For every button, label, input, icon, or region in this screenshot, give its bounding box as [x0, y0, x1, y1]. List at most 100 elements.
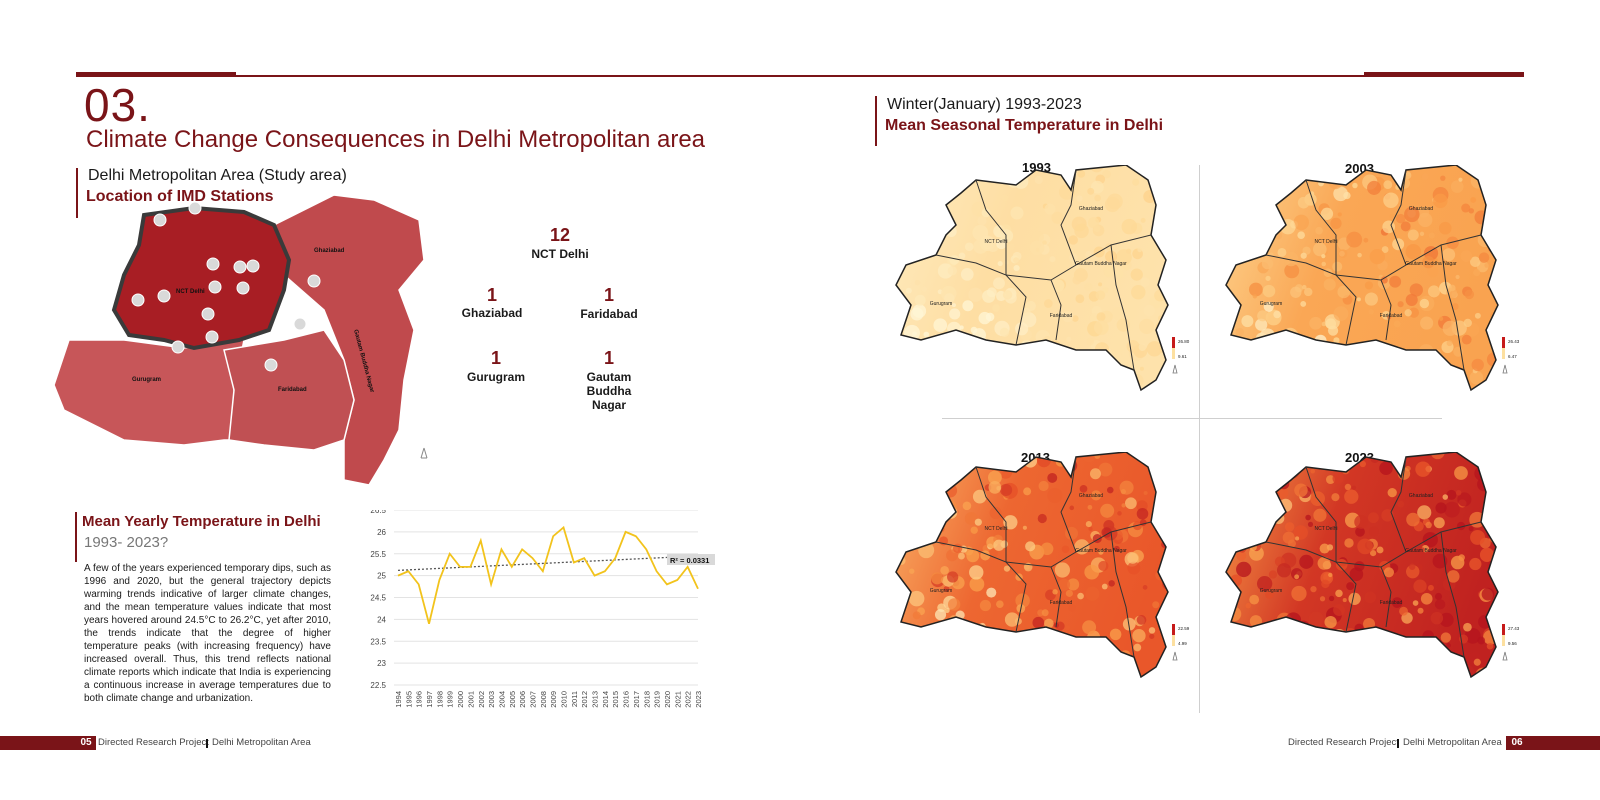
chart-xtick-label: 2007: [528, 691, 537, 708]
heatmap-cell: [1094, 194, 1101, 202]
heatmap-cell: [928, 500, 939, 512]
footer-right-band: [1506, 736, 1600, 750]
heatmap-cell: [1105, 380, 1122, 390]
station-name-gbn: Gautam Buddha Nagar: [586, 370, 632, 412]
station-marker: [153, 213, 167, 227]
heatmap-cell: [883, 231, 892, 240]
heatmap-cell: [934, 658, 947, 671]
chart-xtick-label: 2016: [622, 691, 631, 708]
heatmap-cell: [1226, 452, 1232, 460]
heatmap-cell: [952, 543, 963, 554]
heatmap-cell: [896, 584, 901, 592]
heatmap-cell: [1319, 596, 1326, 602]
heatmap-cell: [913, 530, 924, 540]
footer-left-text: Directed Research Project: [98, 737, 209, 748]
heatmap-cell: [1368, 526, 1379, 537]
district-boundary: [975, 466, 1007, 562]
legend-min-label: 9.56: [1508, 641, 1517, 646]
heatmap-cell: [1461, 334, 1472, 345]
study-area-heading: Location of IMD Stations: [86, 188, 274, 205]
heatmap-cell: [896, 192, 909, 207]
heatmap-cell: [1091, 673, 1103, 677]
temperature-series-line: [397, 525, 699, 624]
heatmap-cell: [1364, 292, 1378, 306]
heatmap-cell: [1451, 368, 1461, 377]
heatmap-cell: [947, 571, 959, 583]
heatmap-cell: [1389, 275, 1402, 288]
heatmap-cell: [1383, 192, 1399, 208]
heatmap-cell: [880, 650, 893, 663]
heatmap-cell: [1343, 362, 1350, 369]
heatmap-cell: [1331, 493, 1340, 502]
heatmap-cell: [1495, 269, 1498, 279]
heatmap-cell: [1260, 467, 1267, 474]
chart-ytick-label: 24: [377, 615, 386, 624]
heatmap-cell: [1034, 361, 1047, 374]
heatmap-cell: [1040, 385, 1055, 390]
heatmap-cell: [1067, 578, 1080, 591]
heatmap-cell: [880, 223, 894, 237]
heatmap-cell: [1468, 526, 1474, 532]
heatmap-cell: [1211, 622, 1225, 636]
heatmap-cell: [1117, 511, 1122, 516]
heatmap-cell: [1422, 630, 1434, 642]
chart-xtick-label: 2008: [539, 691, 548, 708]
heatmap-cell: [1101, 583, 1108, 590]
heatmap-cell: [1351, 353, 1366, 369]
heatmap-cell: [897, 654, 913, 670]
chart-xtick-label: 2002: [477, 691, 486, 708]
heatmap-cell: [1071, 315, 1079, 322]
station-marker: [206, 257, 220, 271]
heatmap-cell: [1284, 462, 1300, 479]
heatmap-cell: [948, 615, 959, 626]
district-boundary: [1050, 566, 1062, 628]
heatmap-cell: [940, 565, 949, 575]
heatmap-cell: [1043, 299, 1053, 308]
heatmap-cell: [1131, 284, 1146, 300]
heatmap-cell: [1277, 188, 1287, 197]
heatmap-cell: [1391, 656, 1407, 673]
heatmap-cell: [1319, 170, 1332, 183]
heatmap-cell: [1363, 237, 1369, 243]
heatmap-cell: [1254, 452, 1266, 461]
heatmap-cell: [968, 644, 974, 650]
heatmap-cell: [1088, 652, 1101, 665]
heatmap-cell: [1488, 191, 1493, 196]
heatmap-cell: [1241, 315, 1254, 328]
heatmap-cell: [1087, 187, 1095, 195]
chart-xtick-label: 2010: [560, 691, 569, 708]
heatmap-cell: [968, 287, 983, 302]
heatmap-cell: [1062, 311, 1074, 323]
heatmap-cell: [1492, 618, 1498, 629]
chart-xtick-label: 1996: [415, 691, 424, 708]
heatmap-cell: [1377, 379, 1389, 390]
chart-xtick-label: 1995: [404, 691, 413, 708]
heatmap-cell: [1085, 586, 1100, 601]
map-divider-horizontal: [942, 418, 1442, 419]
district-boundary: [975, 179, 1007, 275]
station-count-faridabad: 1: [603, 285, 614, 305]
heatmap-cell: [1394, 667, 1406, 677]
heatmap-cell: [1138, 343, 1147, 351]
heatmap-cell: [1252, 294, 1257, 299]
heatmap-cell: [1426, 351, 1437, 362]
heatmap-cell: [1499, 285, 1503, 289]
heatmap-cell: [1288, 337, 1293, 342]
heatmap-cell: [1023, 487, 1032, 496]
heatmap-cell: [1210, 643, 1223, 656]
heatmap-cell: [944, 358, 953, 367]
heatmap-cell: [1132, 629, 1146, 643]
heatmap-cell: [1068, 235, 1078, 245]
district-label: Ghaziabad: [1409, 206, 1433, 212]
heatmap-cell: [1349, 669, 1356, 676]
heatmap-cell: [1116, 353, 1122, 359]
heatmap-cell: [1087, 504, 1093, 510]
district-label: Ghaziabad: [1409, 493, 1433, 499]
heatmap-cell: [1236, 561, 1252, 578]
heatmap-cell: [1344, 538, 1354, 548]
footer-right-text: Directed Research Project: [1288, 737, 1399, 748]
heatmap-cell: [1363, 364, 1374, 375]
heatmap-cell: [1038, 480, 1049, 492]
chart-xtick-label: 2011: [570, 691, 579, 707]
heatmap-cell: [1307, 521, 1314, 527]
